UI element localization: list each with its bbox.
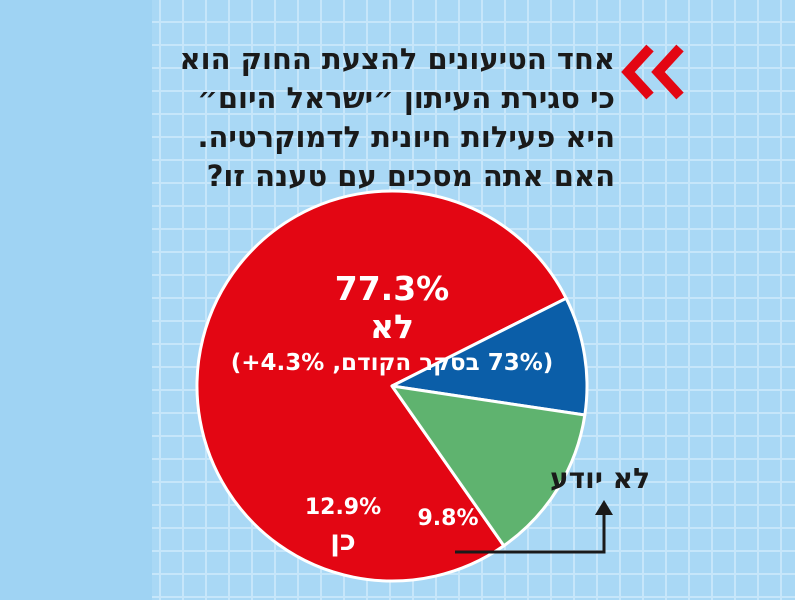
pie-slice-yes: [390, 384, 587, 548]
slice-no-note: (73% בסקר הקודם, 4.3%+): [231, 350, 554, 376]
slice-dontknow-value-label: 9.8%: [417, 506, 478, 531]
survey-question: אחד הטיעונים להצעת החוק הוא כי סגירת העי…: [179, 42, 615, 193]
slice-yes-label: כן: [330, 524, 355, 557]
background-margin: [0, 0, 152, 600]
pie-slice-no: [195, 189, 568, 583]
callout-arrow-head: [595, 500, 613, 515]
double-chevron-left-icon: [621, 44, 684, 100]
slice-no-label: לא: [370, 307, 414, 346]
callout-arrow-line: [455, 513, 606, 554]
pie-slice-dontknow: [390, 296, 589, 417]
slice-no-value-label: 77.3%: [335, 269, 450, 308]
slice-yes-value-label: 12.9%: [305, 495, 381, 520]
slice-dontknow-label: לא יודע: [550, 462, 650, 495]
